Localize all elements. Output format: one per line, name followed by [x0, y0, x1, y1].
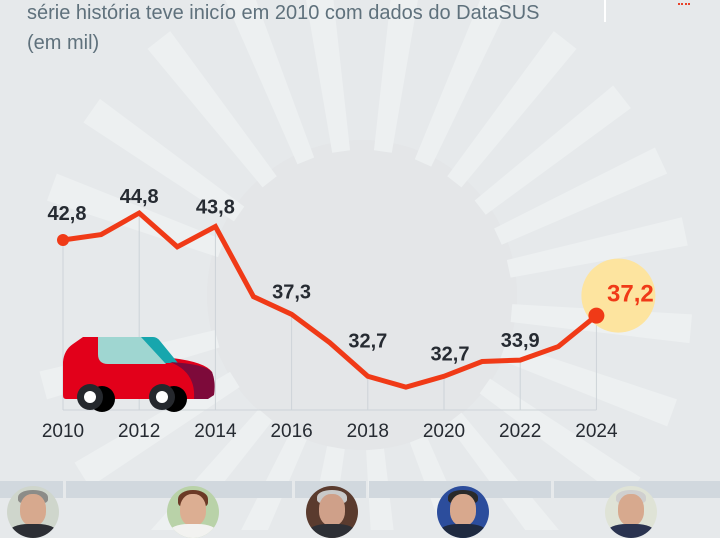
background-ray	[447, 412, 559, 530]
x-tick-label: 2014	[194, 421, 237, 442]
background-ray	[506, 217, 688, 278]
portrait-temer-icon	[306, 486, 358, 538]
subtitle-unit: (em mil)	[27, 32, 100, 54]
data-label: 32,7	[431, 343, 470, 365]
background-ray	[447, 31, 577, 188]
background-ray	[499, 342, 678, 427]
data-label: 42,8	[48, 203, 87, 225]
x-tick-label: 2024	[575, 421, 618, 442]
background-ray	[373, 0, 418, 153]
portrait-dilma-icon	[167, 486, 219, 538]
header-divider	[604, 0, 606, 22]
background-ray	[225, 0, 315, 165]
start-point	[57, 234, 69, 246]
car-icon	[63, 337, 215, 412]
subtitle-line-1: série história teve inicío em 2010 com d…	[27, 2, 540, 24]
president-timeline	[0, 481, 720, 538]
x-tick-label: 2012	[118, 421, 160, 442]
data-label: 37,2	[607, 281, 654, 308]
data-label: 43,8	[196, 197, 235, 219]
data-label: 33,9	[501, 330, 540, 352]
x-tick-label: 2020	[423, 421, 465, 442]
portrait-lula-1-icon	[7, 486, 59, 538]
logo-icon	[678, 0, 690, 5]
background-ray	[474, 85, 631, 215]
x-tick-label: 2010	[42, 421, 84, 442]
portrait-bolsonaro-icon	[437, 486, 489, 538]
x-tick-label: 2018	[347, 421, 389, 442]
background-ray	[147, 31, 277, 188]
background-ray	[414, 0, 510, 167]
background-ray	[306, 0, 351, 153]
series-line	[62, 209, 598, 390]
data-label: 37,3	[272, 281, 311, 303]
end-point	[588, 307, 605, 324]
background-ray	[83, 98, 245, 222]
data-label: 32,7	[348, 330, 387, 352]
portrait-lula-2-icon	[605, 486, 657, 538]
data-label: 44,8	[120, 186, 159, 208]
x-tick-label: 2016	[270, 421, 312, 442]
x-tick-label: 2022	[499, 421, 541, 442]
background-ray	[74, 371, 240, 488]
chart-subtitle: série história teve inicío em 2010 com d…	[27, 0, 540, 58]
background-ray	[494, 147, 668, 245]
